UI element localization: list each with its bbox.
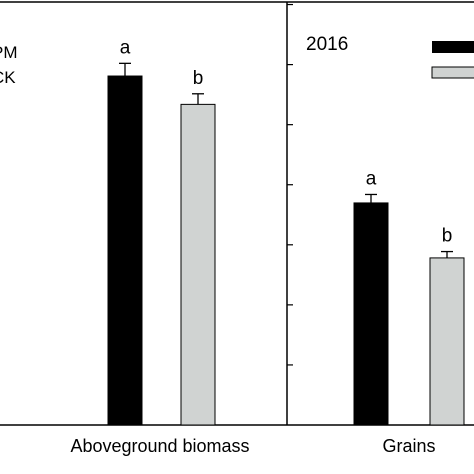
significance-letter-aboveground-biomass-pm: a xyxy=(120,37,131,58)
bar-grains-black xyxy=(353,202,389,426)
y-ticks xyxy=(287,3,293,366)
legend-swatch-black xyxy=(432,41,474,53)
legend-label-ck: CK xyxy=(0,68,16,87)
legend-label-pm: PM xyxy=(0,43,18,62)
x-tick-label-aboveground-biomass: Aboveground biomass xyxy=(70,436,249,456)
significance-letter-aboveground-biomass-ck: b xyxy=(193,68,204,89)
bars-layer: a b a b xyxy=(107,37,465,426)
bar-grains-gray xyxy=(429,257,465,426)
x-tick-label-grains: Grains xyxy=(382,436,435,456)
significance-letter-grains-gray: b xyxy=(442,226,453,247)
panel-title-2016: 2016 xyxy=(306,34,348,55)
bar-aboveground-biomass-ck xyxy=(180,103,216,426)
plot-frames xyxy=(0,1,474,426)
legend-swatch-gray xyxy=(431,66,474,79)
bar-aboveground-biomass-pm xyxy=(107,75,143,426)
significance-letter-grains-black: a xyxy=(366,168,377,189)
